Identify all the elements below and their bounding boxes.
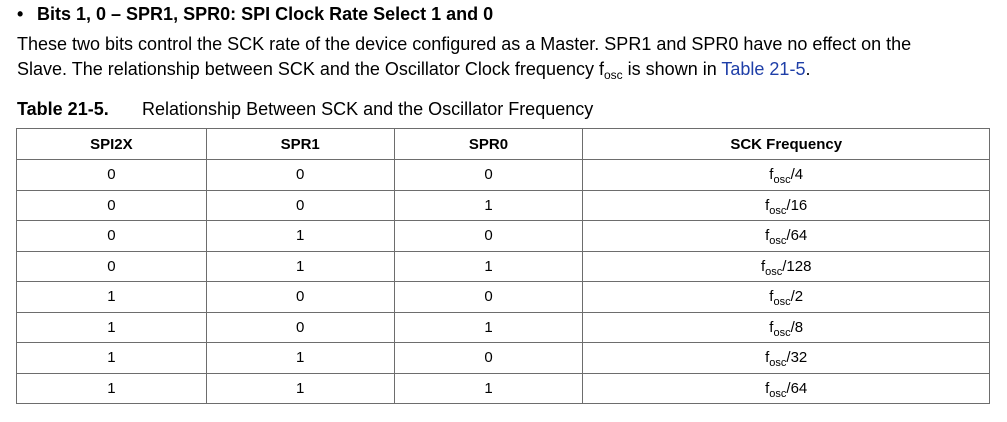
cell-spr1: 0 [205,281,395,313]
paragraph-line-2: Slave. The relationship between SCK and … [17,57,1002,82]
table-caption: Table 21-5. Relationship Between SCK and … [17,99,593,120]
cell-sck-frequency: fosc/8 [582,311,990,343]
table-row: 0 1 0 fosc/64 [16,220,990,252]
header-spr0: SPR0 [393,128,584,160]
cell-sck-frequency: fosc/4 [582,159,990,191]
cell-spr1: 1 [205,250,395,282]
description-paragraph: These two bits control the SCK rate of t… [17,32,1002,82]
table-reference-link[interactable]: Table 21-5 [721,59,806,79]
table-row: 0 0 1 fosc/16 [16,189,990,221]
header-spr1: SPR1 [205,128,395,160]
table-row: 0 0 0 fosc/4 [16,159,990,191]
freq-divisor: /128 [782,257,812,275]
sck-frequency-table: SPI2X SPR1 SPR0 SCK Frequency 0 0 0 fosc… [16,128,990,404]
freq-symbol: f [765,349,770,367]
cell-sck-frequency: fosc/64 [582,220,990,252]
cell-spi2x: 0 [16,189,207,221]
cell-sck-frequency: fosc/16 [582,189,990,221]
table-header-row: SPI2X SPR1 SPR0 SCK Frequency [16,128,990,160]
bullet-glyph: • [17,4,24,24]
cell-spr0: 1 [393,250,584,282]
cell-spi2x: 0 [16,220,207,252]
freq-subscript: osc [773,296,791,309]
cell-spr1: 0 [205,311,395,343]
freq-divisor: /64 [786,227,808,245]
cell-spr0: 1 [393,311,584,343]
table-caption-title: Relationship Between SCK and the Oscilla… [142,99,594,119]
cell-spi2x: 0 [16,159,207,191]
freq-symbol: f [760,257,766,275]
table-row: 1 1 1 fosc/64 [16,372,990,404]
cell-spi2x: 1 [16,342,207,374]
freq-divisor: /16 [786,196,808,214]
freq-symbol: f [769,318,774,336]
cell-sck-frequency: fosc/128 [582,250,990,282]
cell-spi2x: 1 [16,372,207,404]
table-row: 0 1 1 fosc/128 [16,250,990,282]
cell-spr1: 1 [205,220,395,252]
freq-divisor: /4 [790,166,804,184]
cell-spr0: 0 [393,159,584,191]
cell-sck-frequency: fosc/2 [582,281,990,313]
freq-subscript: osc [773,174,791,187]
paragraph-line-2-pre: Slave. The relationship between SCK and … [17,59,604,79]
table-row: 1 0 0 fosc/2 [16,281,990,313]
osc-subscript: osc [603,68,623,82]
cell-spr1: 0 [205,159,395,191]
freq-symbol: f [769,166,774,184]
freq-subscript: osc [769,387,787,400]
paragraph-line-1: These two bits control the SCK rate of t… [17,34,912,54]
cell-spr0: 0 [393,281,584,313]
freq-subscript: osc [765,265,783,278]
paragraph-line-2-mid: is shown in [622,59,722,79]
table-row: 1 0 1 fosc/8 [16,311,990,343]
freq-subscript: osc [769,235,787,248]
paragraph-line-2-post: . [805,59,811,79]
freq-symbol: f [765,196,770,214]
cell-sck-frequency: fosc/64 [582,372,990,404]
cell-spi2x: 1 [16,311,207,343]
freq-subscript: osc [769,204,787,217]
freq-divisor: /2 [790,288,804,306]
cell-spr1: 1 [205,372,395,404]
section-heading-text: Bits 1, 0 – SPR1, SPR0: SPI Clock Rate S… [37,4,494,24]
cell-spr1: 1 [205,342,395,374]
freq-symbol: f [765,227,770,245]
section-heading: • Bits 1, 0 – SPR1, SPR0: SPI Clock Rate … [17,4,493,25]
cell-spr0: 1 [393,372,584,404]
freq-symbol: f [769,288,774,306]
cell-spi2x: 1 [16,281,207,313]
header-spi2x: SPI2X [16,128,207,160]
cell-sck-frequency: fosc/32 [582,342,990,374]
cell-spr0: 1 [393,189,584,221]
freq-divisor: /64 [786,379,808,397]
cell-spr1: 0 [205,189,395,221]
freq-divisor: /32 [786,349,808,367]
freq-subscript: osc [773,326,791,339]
header-sck-frequency: SCK Frequency [582,128,990,160]
freq-symbol: f [765,379,770,397]
cell-spr0: 0 [393,220,584,252]
table-caption-number: Table 21-5. [17,99,109,119]
table-row: 1 1 0 fosc/32 [16,342,990,374]
freq-subscript: osc [769,357,787,370]
cell-spi2x: 0 [16,250,207,282]
freq-divisor: /8 [790,318,804,336]
cell-spr0: 0 [393,342,584,374]
